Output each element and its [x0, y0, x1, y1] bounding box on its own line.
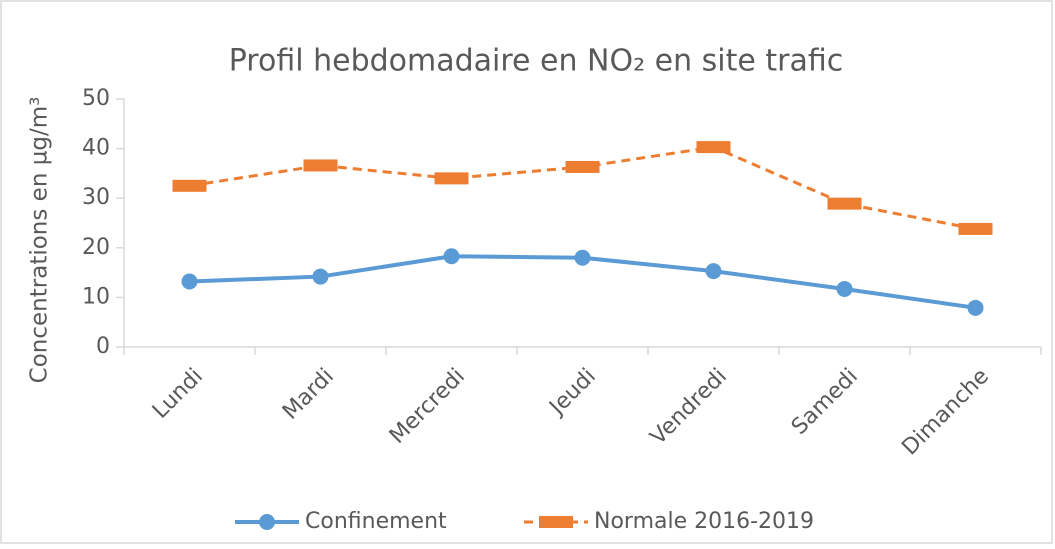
- point: [434, 172, 469, 185]
- y-tick-label: 10: [82, 284, 110, 309]
- y-tick-label: 0: [96, 334, 110, 359]
- chart-title: Profil hebdomadaire en NO₂ en site trafi…: [229, 44, 844, 79]
- y-tick-label: 20: [82, 235, 110, 260]
- point: [705, 263, 722, 280]
- point: [967, 299, 984, 316]
- point: [836, 280, 853, 297]
- point: [827, 197, 862, 210]
- legend-marker: [259, 514, 275, 530]
- y-tick-label: 40: [82, 136, 110, 161]
- point: [443, 248, 460, 265]
- point: [574, 249, 591, 266]
- point: [303, 159, 338, 172]
- legend-marker: [539, 516, 573, 528]
- point: [312, 268, 329, 285]
- point: [181, 273, 198, 290]
- legend-label: Normale 2016-2019: [594, 509, 814, 534]
- point: [172, 179, 207, 192]
- y-tick-label: 30: [82, 185, 110, 210]
- legend-label: Confinement: [305, 509, 447, 534]
- point: [565, 160, 600, 173]
- y-tick-label: 50: [82, 86, 110, 111]
- point: [696, 141, 731, 154]
- y-axis-label: Concentrations en µg/m³: [27, 97, 53, 384]
- point: [958, 222, 993, 235]
